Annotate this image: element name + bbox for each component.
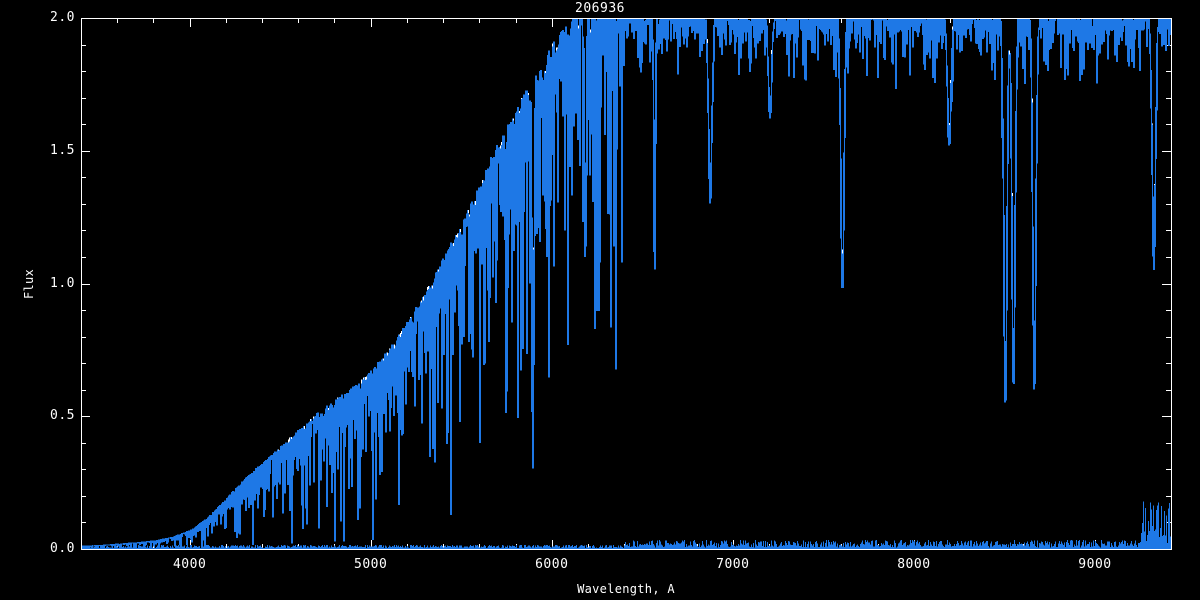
spectrum-data-trace bbox=[82, 19, 1171, 549]
x-tick-label: 4000 bbox=[172, 557, 207, 572]
x-tick-label: 8000 bbox=[897, 557, 931, 572]
y-tick-label: 1.0 bbox=[50, 275, 75, 291]
y-tick-label: 1.5 bbox=[50, 142, 75, 158]
y-axis-title: Flux bbox=[22, 268, 36, 299]
x-axis-title: Wavelength, A bbox=[577, 582, 675, 596]
page-title: 206936 bbox=[575, 1, 625, 16]
x-tick-label: 7000 bbox=[716, 557, 750, 572]
y-tick-label: 2.0 bbox=[50, 10, 75, 25]
x-tick-label: 5000 bbox=[354, 557, 388, 572]
y-tick-label: 0.5 bbox=[50, 408, 75, 424]
x-tick-label: 6000 bbox=[535, 557, 569, 572]
x-tick-label: 9000 bbox=[1078, 557, 1112, 572]
y-tick-label: 0.0 bbox=[50, 541, 75, 556]
